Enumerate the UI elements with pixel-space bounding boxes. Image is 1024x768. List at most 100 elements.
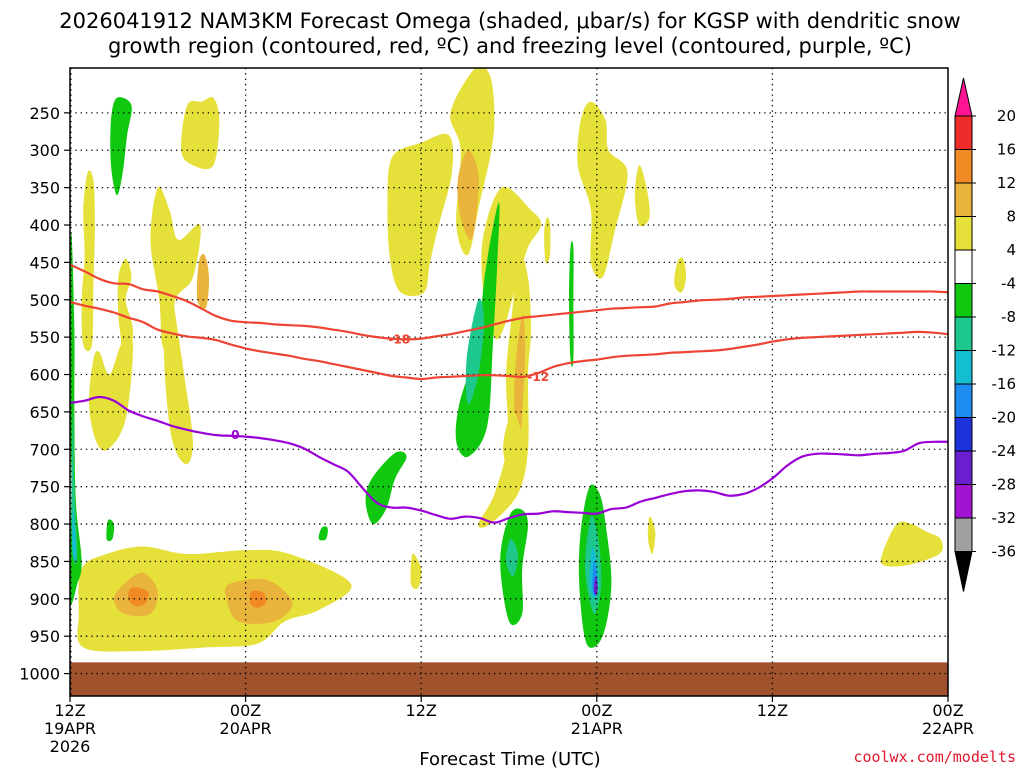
- contour-label-1: -12: [527, 370, 549, 384]
- x-tick-label-3-0: 00Z: [581, 701, 612, 720]
- x-tick-label-1-1: 20APR: [220, 719, 272, 738]
- colorbar-label-6: -8: [1001, 308, 1016, 326]
- colorbar-label-1: 16: [997, 141, 1016, 159]
- colorbar-segment-7: [954, 350, 973, 385]
- omega-region-18: [503, 411, 524, 495]
- omega-region-19: [577, 101, 628, 279]
- y-tick-label-950: 950: [29, 627, 60, 646]
- colorbar-top-arrow: [954, 77, 973, 117]
- colorbar-segment-4: [954, 249, 973, 284]
- ground-surface: [70, 662, 948, 696]
- chart-title-line-1: 2026041912 NAM3KM Forecast Omega (shaded…: [59, 9, 960, 33]
- x-tick-label-2-0: 12Z: [406, 701, 437, 720]
- omega-region-23: [647, 516, 656, 555]
- x-tick-label-5-1: 22APR: [922, 719, 974, 738]
- omega-region-14: [457, 150, 479, 241]
- colorbar-segment-11: [954, 484, 973, 519]
- colorbar-label-5: -4: [1001, 275, 1016, 293]
- source-credit[interactable]: coolwx.com/modelts: [853, 748, 1016, 766]
- omega-region-40: [593, 576, 598, 596]
- omega-region-30: [365, 451, 407, 525]
- y-tick-label-500: 500: [29, 291, 60, 310]
- omega-region-22: [674, 257, 687, 293]
- colorbar-segment-9: [954, 417, 973, 452]
- x-tick-label-3-1: 21APR: [571, 719, 623, 738]
- x-tick-label-0-0: 12Z: [54, 701, 85, 720]
- x-tick-label-1-0: 00Z: [230, 701, 261, 720]
- y-tick-label-800: 800: [29, 515, 60, 534]
- y-axis: 250 300 350 400 450 500 550 600 650 700 750 800 850 9…: [19, 104, 70, 684]
- omega-region-1: [81, 170, 95, 352]
- plot-frame: [69, 67, 949, 697]
- colorbar-segment-0: [954, 115, 973, 150]
- colorbar-label-12: -32: [992, 509, 1017, 527]
- chart-title: 2026041912 NAM3KM Forecast Omega (shaded…: [59, 9, 960, 58]
- colorbar-segment-5: [954, 283, 973, 318]
- colorbar-label-13: -36: [992, 543, 1017, 561]
- colorbar-label-2: 12: [997, 174, 1016, 192]
- colorbar-label-7: -12: [992, 342, 1017, 360]
- contour-line-1: [70, 300, 948, 381]
- omega-region-26: [110, 97, 132, 196]
- colorbar-segment-12: [954, 517, 973, 552]
- contour-line-0: [70, 263, 948, 341]
- contour-label-0: -18: [388, 332, 410, 346]
- y-tick-label-250: 250: [29, 104, 60, 123]
- omega-region-12: [387, 133, 454, 297]
- omega-region-4: [181, 96, 220, 170]
- y-tick-label-650: 650: [29, 403, 60, 422]
- x-tick-label-5-0: 00Z: [932, 701, 963, 720]
- y-tick-label-450: 450: [29, 253, 60, 272]
- colorbar-segment-10: [954, 450, 973, 485]
- omega-region-29: [318, 526, 328, 541]
- omega-region-2: [150, 186, 201, 351]
- colorbar-label-3: 8: [1006, 208, 1016, 226]
- colorbar-segment-6: [954, 316, 973, 351]
- colorbar: 20 16 12 8 4 -4 -8 -12 -16 -20 -24 -28 -32 -36: [954, 77, 1017, 592]
- y-tick-label-600: 600: [29, 366, 60, 385]
- contour-line-2: [70, 395, 948, 524]
- colorbar-segment-8: [954, 383, 973, 418]
- omega-region-35: [569, 240, 574, 368]
- colorbar-label-11: -28: [992, 476, 1017, 494]
- x-tick-label-4-0: 12Z: [757, 701, 788, 720]
- colorbar-segment-2: [954, 182, 973, 217]
- y-tick-label-850: 850: [29, 552, 60, 571]
- colorbar-label-9: -20: [992, 409, 1017, 427]
- colorbar-label-0: 20: [997, 107, 1016, 125]
- omega-region-3: [88, 337, 134, 451]
- y-tick-label-300: 300: [29, 141, 60, 160]
- contour-label-2: 0: [231, 428, 239, 442]
- y-tick-label-550: 550: [29, 328, 60, 347]
- y-tick-label-1000: 1000: [19, 665, 60, 684]
- colorbar-label-8: -16: [992, 375, 1017, 393]
- omega-region-34: [506, 538, 518, 577]
- y-tick-label-900: 900: [29, 590, 60, 609]
- temperature-contours: -18 -12 0: [70, 263, 948, 524]
- omega-region-6: [77, 546, 352, 652]
- y-tick-label-700: 700: [29, 440, 60, 459]
- omega-region-25: [880, 521, 943, 567]
- omega-region-21: [544, 217, 551, 264]
- grid-lines: [70, 68, 948, 696]
- omega-region-10: [249, 590, 267, 608]
- omega-shaded-regions: [70, 68, 943, 652]
- x-axis-label: Forecast Time (UTC): [419, 749, 600, 768]
- omega-region-28: [106, 519, 115, 542]
- omega-region-32: [465, 298, 485, 405]
- omega-region-9: [128, 587, 149, 607]
- x-tick-label-0-2: 2026: [50, 737, 91, 756]
- x-tick-label-0-1: 19APR: [44, 719, 96, 738]
- omega-region-5: [163, 261, 193, 465]
- y-tick-label-750: 750: [29, 478, 60, 497]
- omega-region-42: [72, 509, 76, 562]
- chart-title-line-2: growth region (contoured, red, ºC) and f…: [108, 34, 912, 58]
- omega-region-24: [410, 553, 422, 590]
- colorbar-segment-3: [954, 216, 973, 251]
- colorbar-label-10: -24: [992, 442, 1017, 460]
- colorbar-bottom-arrow: [954, 551, 973, 592]
- y-tick-label-350: 350: [29, 179, 60, 198]
- colorbar-segment-1: [954, 149, 973, 184]
